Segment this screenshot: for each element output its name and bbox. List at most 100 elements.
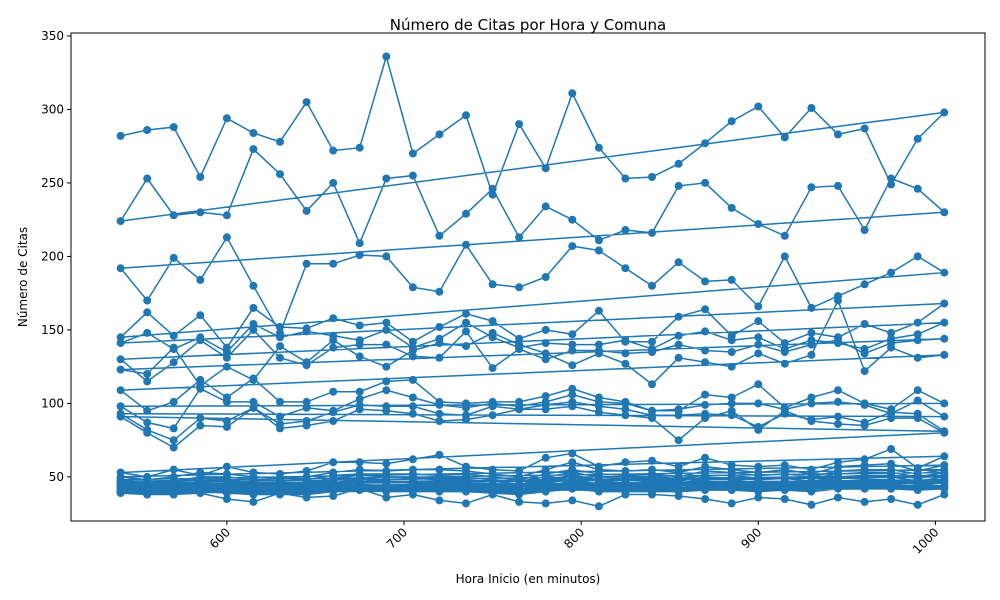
data-point (701, 358, 710, 367)
data-point (594, 143, 603, 152)
data-point (674, 492, 683, 500)
data-point (913, 318, 922, 327)
data-point (169, 424, 178, 433)
data-point (860, 349, 869, 358)
data-point (834, 484, 842, 493)
data-point (222, 233, 231, 242)
y-tick-label: 200 (41, 249, 64, 263)
data-point (329, 343, 338, 352)
data-point (302, 327, 311, 336)
data-point (143, 418, 152, 427)
data-point (727, 203, 736, 212)
data-point (222, 489, 231, 498)
data-point (169, 331, 178, 340)
data-point (329, 259, 338, 268)
data-point (462, 309, 470, 318)
data-point (674, 436, 683, 445)
data-point (462, 499, 470, 508)
data-point (913, 252, 922, 261)
data-point (435, 400, 444, 409)
data-point (329, 458, 338, 467)
data-point (754, 380, 763, 389)
data-point (860, 320, 869, 328)
data-point (382, 406, 391, 415)
data-point (222, 353, 231, 362)
data-point (780, 495, 789, 503)
data-point (276, 489, 284, 498)
data-point (754, 102, 763, 111)
data-point (169, 465, 178, 474)
data-point (594, 487, 603, 496)
data-point (169, 123, 178, 132)
data-point (834, 130, 842, 139)
data-point (940, 299, 949, 308)
data-point (568, 89, 577, 98)
data-point (462, 240, 470, 249)
data-point (594, 236, 603, 245)
data-point (834, 336, 842, 345)
data-point (435, 465, 444, 474)
data-point (169, 211, 178, 220)
data-point (435, 130, 444, 139)
data-point (302, 467, 311, 475)
data-point (169, 358, 178, 367)
data-point (568, 496, 577, 505)
data-point (408, 402, 417, 411)
data-point (515, 120, 524, 129)
data-point (887, 268, 896, 277)
data-point (222, 462, 231, 471)
data-point (860, 226, 869, 234)
data-point (780, 359, 789, 368)
data-point (701, 178, 710, 187)
data-point (648, 337, 656, 346)
data-point (488, 317, 497, 326)
data-point (249, 303, 258, 312)
data-point (568, 340, 577, 349)
axes-layer (70, 32, 986, 522)
data-point (674, 340, 683, 349)
data-point (594, 340, 603, 349)
data-point (329, 417, 338, 425)
data-point (408, 346, 417, 355)
data-point (648, 414, 656, 423)
data-point (329, 146, 338, 155)
data-point (807, 183, 816, 192)
data-point (754, 487, 763, 496)
data-point (940, 318, 949, 327)
series-layer (116, 52, 949, 511)
data-point (807, 399, 816, 408)
data-point (249, 403, 258, 412)
data-point (143, 370, 152, 378)
data-point (727, 486, 736, 495)
data-point (701, 414, 710, 423)
data-point (648, 173, 656, 181)
data-point (834, 181, 842, 190)
data-point (408, 393, 417, 402)
data-point (488, 328, 497, 337)
data-point (488, 411, 497, 420)
data-point (169, 253, 178, 262)
data-point (462, 318, 470, 327)
data-point (727, 336, 736, 345)
data-point (834, 493, 842, 502)
data-point (780, 252, 789, 261)
data-point (276, 397, 284, 406)
data-point (329, 314, 338, 323)
data-point (355, 239, 364, 248)
data-point (913, 184, 922, 193)
data-point (222, 417, 231, 425)
data-point (913, 353, 922, 362)
data-point (568, 390, 577, 399)
data-point (382, 459, 391, 468)
y-axis-ticks: 50 100 150 200 250 300 350 (41, 29, 71, 484)
data-point (727, 499, 736, 508)
data-point (754, 220, 763, 229)
data-point (940, 208, 949, 217)
data-point (196, 311, 205, 320)
data-point (515, 340, 524, 349)
data-point (727, 275, 736, 284)
data-point (541, 487, 550, 496)
data-point (382, 340, 391, 349)
data-point (196, 489, 205, 498)
